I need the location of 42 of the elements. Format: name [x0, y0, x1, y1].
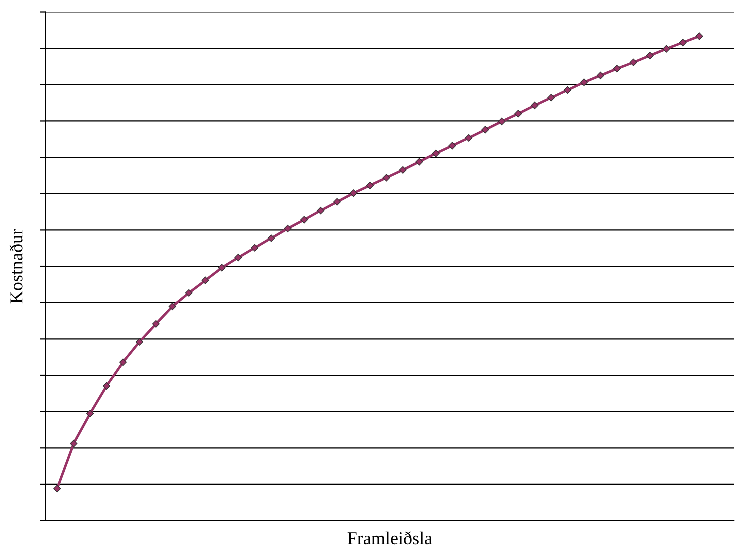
point: [152, 320, 160, 328]
point: [300, 216, 308, 224]
point: [482, 126, 490, 134]
point: [168, 302, 176, 311]
point: [596, 72, 605, 80]
point: [382, 174, 390, 182]
point: [630, 58, 638, 66]
point: [103, 382, 111, 390]
point: [234, 254, 242, 262]
point: [251, 244, 259, 252]
point: [86, 410, 94, 418]
point: [284, 224, 292, 233]
point: [646, 52, 654, 60]
point: [334, 198, 342, 206]
point: [218, 264, 226, 272]
point: [465, 134, 473, 142]
point: [662, 45, 670, 53]
point: [268, 234, 276, 242]
point: [448, 142, 456, 150]
point: [498, 118, 506, 126]
point: [54, 485, 62, 493]
point: [432, 150, 440, 158]
point: [679, 38, 687, 47]
point: [317, 207, 325, 215]
point: [531, 102, 539, 110]
point: [202, 276, 210, 284]
point: [136, 338, 144, 346]
point: [548, 94, 556, 102]
point: [613, 65, 621, 73]
point: [350, 190, 358, 198]
y-axis-title: Kostnaður: [10, 229, 23, 304]
point: [185, 289, 193, 297]
point: [514, 110, 522, 118]
point: [119, 358, 128, 366]
point: [70, 440, 78, 448]
point: [416, 158, 424, 166]
point: [366, 182, 374, 190]
point: [580, 78, 588, 86]
point: [696, 32, 704, 40]
point: [399, 166, 407, 174]
x-axis-title: Framleiðsla: [348, 532, 432, 545]
point: [564, 86, 572, 94]
